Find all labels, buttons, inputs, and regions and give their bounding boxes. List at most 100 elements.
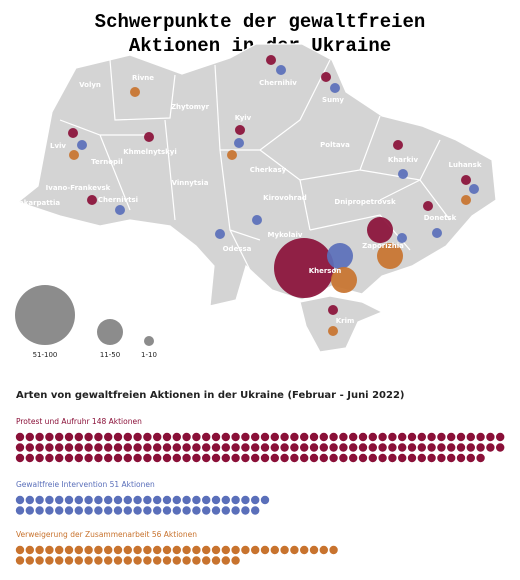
action-dot bbox=[162, 443, 172, 452]
action-dot bbox=[241, 453, 250, 463]
region-label: Zhytomyr bbox=[171, 103, 210, 111]
action-dot bbox=[162, 453, 172, 463]
action-dot bbox=[211, 556, 221, 565]
bubble bbox=[144, 132, 154, 142]
action-dot bbox=[113, 495, 123, 505]
region-label: Chernivtsi bbox=[98, 196, 138, 204]
action-dot bbox=[221, 453, 230, 463]
action-dot bbox=[290, 545, 299, 555]
action-dot bbox=[64, 495, 74, 505]
action-dot bbox=[113, 453, 123, 463]
region-label: Kirovohrad bbox=[263, 194, 307, 202]
action-dot bbox=[290, 453, 299, 463]
action-dot bbox=[496, 432, 505, 442]
action-dot bbox=[104, 432, 113, 442]
action-dot bbox=[153, 495, 162, 505]
action-dot bbox=[231, 556, 240, 565]
action-dot bbox=[15, 495, 25, 505]
action-dot bbox=[211, 545, 221, 555]
action-dot bbox=[456, 443, 466, 452]
action-dot bbox=[123, 556, 132, 565]
action-dot bbox=[153, 556, 162, 565]
action-dot bbox=[202, 443, 211, 452]
action-dot bbox=[378, 453, 387, 463]
action-dot bbox=[123, 453, 132, 463]
action-dot bbox=[55, 453, 64, 463]
action-dot bbox=[388, 453, 397, 463]
bubble bbox=[393, 140, 403, 150]
legend-bubble bbox=[97, 319, 123, 345]
action-dot bbox=[241, 495, 250, 505]
action-dot bbox=[74, 443, 84, 452]
action-dot bbox=[172, 432, 181, 442]
action-dot bbox=[45, 556, 54, 565]
label-layer: Volyn Rivne Zhytomyr Chernihiv Sumy Kyiv Lviv T… bbox=[14, 74, 482, 325]
action-dot bbox=[45, 432, 54, 442]
action-dot bbox=[35, 443, 44, 452]
action-dot bbox=[202, 432, 211, 442]
action-dot bbox=[407, 453, 417, 463]
action-dot bbox=[25, 545, 34, 555]
action-dot bbox=[368, 453, 377, 463]
action-dot bbox=[15, 453, 25, 463]
action-dot bbox=[15, 432, 25, 442]
bubble bbox=[328, 326, 338, 336]
bubble bbox=[461, 175, 471, 185]
action-dot bbox=[339, 432, 348, 442]
action-dot bbox=[251, 443, 260, 452]
action-dot bbox=[64, 432, 74, 442]
action-dot bbox=[270, 432, 279, 442]
bubble bbox=[274, 238, 334, 298]
action-dot bbox=[55, 545, 64, 555]
action-dot bbox=[221, 545, 230, 555]
action-dot bbox=[437, 432, 446, 442]
action-dot bbox=[153, 545, 162, 555]
region-label: Poltava bbox=[320, 141, 350, 149]
action-dot bbox=[84, 443, 93, 452]
action-dot bbox=[300, 453, 309, 463]
legend-label: 51-100 bbox=[33, 351, 58, 359]
action-dot bbox=[192, 443, 201, 452]
action-dot bbox=[182, 453, 191, 463]
action-dot bbox=[35, 506, 44, 515]
action-dot bbox=[476, 443, 485, 452]
action-dot bbox=[113, 556, 123, 565]
action-dot bbox=[221, 495, 230, 505]
action-dot bbox=[143, 453, 152, 463]
action-dot bbox=[192, 453, 201, 463]
action-dot bbox=[221, 556, 230, 565]
action-dot bbox=[104, 443, 113, 452]
action-dot bbox=[329, 545, 338, 555]
action-dot bbox=[192, 545, 201, 555]
action-dot bbox=[231, 443, 240, 452]
bubble bbox=[331, 267, 357, 293]
action-dot bbox=[231, 495, 240, 505]
region-label: Rivne bbox=[132, 74, 154, 82]
action-dot bbox=[388, 432, 397, 442]
action-dot bbox=[192, 556, 201, 565]
action-dot bbox=[437, 443, 446, 452]
region-label: Cherkasy bbox=[250, 166, 287, 174]
bubble bbox=[266, 55, 276, 65]
action-dot bbox=[182, 506, 191, 515]
action-dot bbox=[172, 495, 181, 505]
action-dot bbox=[447, 453, 456, 463]
action-dot bbox=[221, 432, 230, 442]
action-dot bbox=[280, 453, 289, 463]
action-dot bbox=[251, 506, 260, 515]
action-dot bbox=[143, 506, 152, 515]
region-label: Luhansk bbox=[449, 161, 482, 169]
action-dot bbox=[417, 453, 426, 463]
action-dot bbox=[94, 432, 103, 442]
action-dot bbox=[133, 443, 142, 452]
action-dot bbox=[143, 556, 152, 565]
bubble bbox=[68, 128, 78, 138]
action-dot bbox=[329, 443, 338, 452]
action-dot bbox=[172, 443, 181, 452]
bubble-layer bbox=[68, 55, 479, 336]
action-dot bbox=[94, 556, 103, 565]
action-dot bbox=[251, 432, 260, 442]
action-dot bbox=[300, 443, 309, 452]
action-dot bbox=[55, 506, 64, 515]
action-dot bbox=[84, 495, 93, 505]
